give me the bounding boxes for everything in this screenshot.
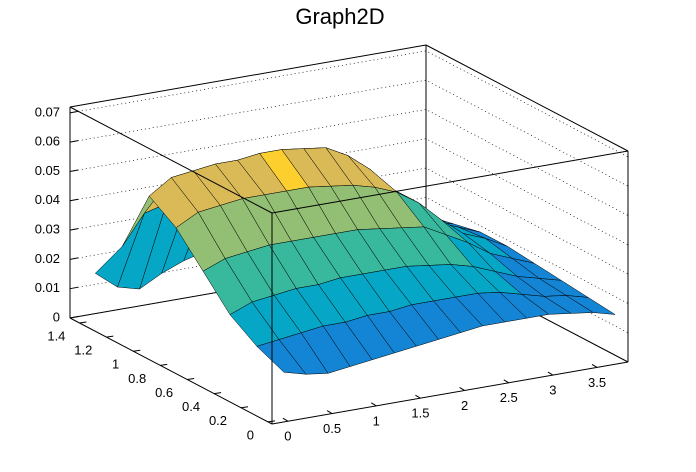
y-tick bbox=[133, 349, 141, 352]
z-tick bbox=[69, 140, 79, 143]
z-tick-label: 0.02 bbox=[35, 251, 60, 266]
z-tick-label: 0.07 bbox=[35, 104, 60, 119]
z-tick bbox=[69, 257, 79, 260]
x-tick bbox=[547, 371, 554, 376]
y-tick-label: 1.2 bbox=[74, 343, 92, 358]
z-tick bbox=[69, 110, 79, 114]
z-tick bbox=[69, 169, 79, 172]
box-edge bbox=[69, 106, 273, 214]
x-tick bbox=[282, 417, 289, 422]
x-tick-label: 0.5 bbox=[323, 421, 341, 436]
x-tick-label: 3.5 bbox=[588, 375, 606, 390]
x-tick-label: 2.5 bbox=[500, 390, 518, 405]
y-tick-label: 1.4 bbox=[47, 328, 65, 343]
chart-title: Graph2D bbox=[295, 4, 384, 29]
x-tick-label: 3 bbox=[549, 383, 556, 398]
box-edge bbox=[271, 150, 629, 214]
grid-line bbox=[69, 50, 629, 158]
z-tick bbox=[69, 316, 79, 319]
y-tick bbox=[106, 335, 114, 338]
x-tick-label: 2 bbox=[461, 398, 468, 413]
box-edge bbox=[425, 44, 629, 152]
grid-line bbox=[69, 109, 629, 216]
x-tick bbox=[591, 363, 598, 368]
z-tick bbox=[69, 198, 79, 202]
z-tick-label: 0.03 bbox=[35, 222, 60, 237]
y-axis bbox=[69, 317, 273, 425]
y-tick bbox=[214, 392, 222, 395]
x-tick bbox=[503, 379, 510, 384]
x-tick bbox=[326, 410, 333, 414]
y-tick bbox=[160, 363, 168, 366]
z-tick-label: 0.04 bbox=[35, 192, 60, 207]
x-tick-label: 1.5 bbox=[411, 406, 429, 421]
y-tick-label: 0.4 bbox=[182, 399, 200, 414]
x-tick bbox=[370, 402, 377, 407]
y-tick bbox=[187, 377, 195, 380]
z-tick-label: 0.05 bbox=[35, 163, 60, 178]
grid-line bbox=[69, 226, 629, 334]
y-tick-label: 0.6 bbox=[155, 385, 173, 400]
grid-line bbox=[69, 79, 629, 187]
y-tick-label: 0.2 bbox=[209, 413, 227, 428]
z-tick-label: 0 bbox=[53, 309, 60, 324]
y-tick bbox=[267, 420, 276, 423]
surface-cell bbox=[256, 339, 307, 375]
y-tick-label: 0.8 bbox=[128, 371, 146, 386]
z-tick bbox=[69, 228, 79, 231]
z-tick-label: 0.01 bbox=[35, 280, 60, 295]
grid-line bbox=[69, 255, 629, 363]
y-tick-label: 0 bbox=[247, 427, 254, 442]
y-tick bbox=[240, 406, 249, 409]
x-tick bbox=[415, 394, 421, 399]
y-tick-label: 1 bbox=[112, 357, 119, 372]
y-tick bbox=[79, 321, 87, 324]
z-tick-label: 0.06 bbox=[35, 134, 60, 149]
x-tick-label: 0 bbox=[284, 429, 291, 444]
z-tick bbox=[69, 286, 79, 290]
box-edge bbox=[69, 44, 427, 108]
x-tick-label: 1 bbox=[373, 413, 380, 428]
x-tick bbox=[459, 387, 465, 391]
